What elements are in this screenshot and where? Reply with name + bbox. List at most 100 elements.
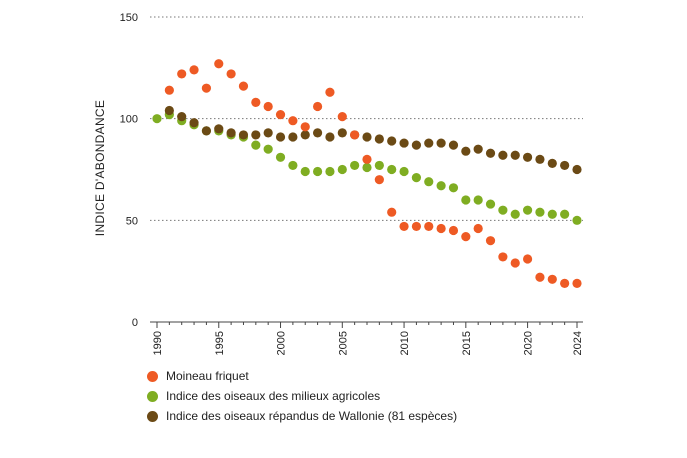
point-agricoles-2005: [337, 164, 347, 175]
point-repandus-2014: [448, 140, 459, 150]
point-repandus-1998: [251, 130, 261, 140]
point-moineau-2010: [399, 221, 409, 232]
y-tick-label-100: 100: [120, 114, 138, 126]
point-repandus-2023: [560, 160, 570, 171]
legend-swatch-agricoles: [147, 390, 158, 402]
point-moineau-2017: [485, 236, 496, 246]
x-tick-label-2005: 2005: [337, 331, 349, 355]
point-repandus-2019: [510, 150, 520, 160]
gridlines: [150, 16, 583, 221]
point-agricoles-2014: [448, 183, 459, 193]
point-repandus-2009: [387, 136, 397, 146]
point-repandus-1999: [263, 128, 273, 138]
point-moineau-2005: [337, 112, 347, 122]
point-agricoles-1998: [251, 140, 261, 150]
point-agricoles-2007: [362, 162, 372, 173]
point-moineau-2013: [436, 223, 446, 234]
point-repandus-1996: [226, 128, 236, 138]
axes: [150, 321, 583, 328]
point-moineau-1991: [164, 85, 174, 95]
point-repandus-2015: [461, 146, 471, 156]
legend-item-repandus: Indice des oiseaux répandus de Wallonie …: [147, 406, 457, 426]
point-moineau-2009: [387, 207, 397, 217]
point-repandus-1992: [177, 112, 187, 122]
point-agricoles-2004: [325, 166, 335, 177]
point-repandus-2002: [300, 130, 310, 140]
point-repandus-2004: [325, 132, 335, 142]
point-moineau-2022: [547, 274, 557, 284]
point-agricoles-2010: [399, 166, 409, 177]
point-agricoles-2022: [547, 209, 557, 219]
point-repandus-1991: [164, 105, 174, 116]
point-agricoles-2021: [535, 207, 545, 217]
point-repandus-2022: [547, 158, 557, 168]
x-tick-label-2015: 2015: [461, 331, 473, 355]
point-repandus-2001: [288, 132, 298, 142]
legend-label-agricoles: Indice des oiseaux des milieux agricoles: [166, 389, 381, 403]
point-repandus-1993: [189, 118, 199, 128]
legend-swatch-repandus: [147, 410, 158, 422]
point-repandus-2007: [362, 132, 372, 142]
point-agricoles-2018: [498, 205, 508, 215]
x-tick-label-1990: 1990: [152, 331, 164, 355]
point-moineau-2015: [461, 232, 471, 242]
point-agricoles-2016: [473, 195, 483, 205]
point-agricoles-2000: [275, 152, 286, 162]
x-tick-label-2010: 2010: [399, 331, 411, 355]
y-tick-label-50: 50: [126, 215, 138, 227]
point-moineau-2019: [510, 258, 520, 268]
x-tick-label-1995: 1995: [214, 331, 226, 355]
x-tick-labels: 1990 1995 2000 2005 2010 2015 2020 2024: [152, 331, 584, 355]
point-agricoles-2024: [572, 215, 582, 225]
point-moineau-2024: [572, 278, 582, 288]
point-repandus-1995: [214, 124, 224, 134]
y-tick-label-150: 150: [120, 12, 138, 24]
point-moineau-2000: [275, 110, 286, 120]
point-agricoles-2020: [522, 205, 533, 215]
point-agricoles-2011: [411, 173, 422, 183]
point-agricoles-1999: [263, 144, 273, 154]
point-agricoles-2001: [288, 160, 298, 171]
point-agricoles-1990: [152, 114, 162, 124]
point-agricoles-2009: [387, 164, 397, 175]
point-moineau-2007: [362, 154, 372, 164]
legend-item-moineau: Moineau friquet: [147, 366, 457, 386]
point-agricoles-2019: [510, 209, 520, 219]
point-repandus-2008: [374, 134, 384, 144]
point-repandus-1994: [201, 126, 212, 136]
y-tick-label-0: 0: [132, 317, 138, 329]
point-moineau-1996: [226, 69, 236, 79]
point-moineau-2004: [325, 87, 335, 97]
point-agricoles-2023: [560, 209, 570, 219]
point-moineau-2023: [560, 278, 570, 288]
legend-label-repandus: Indice des oiseaux répandus de Wallonie …: [166, 409, 458, 423]
point-moineau-2014: [448, 225, 459, 236]
point-repandus-2013: [436, 138, 446, 148]
point-moineau-1995: [214, 59, 224, 69]
point-repandus-2011: [411, 140, 422, 150]
point-repandus-2024: [572, 164, 582, 175]
point-repandus-2003: [312, 128, 323, 138]
point-moineau-1997: [238, 81, 249, 91]
point-agricoles-2003: [312, 166, 323, 177]
legend-item-agricoles: Indice des oiseaux des milieux agricoles: [147, 386, 457, 406]
point-moineau-2016: [473, 223, 483, 234]
y-axis-title: INDICE D'ABONDANCE: [93, 100, 107, 236]
point-moineau-1998: [251, 97, 261, 107]
legend: Moineau friquet Indice des oiseaux des m…: [147, 366, 457, 426]
point-moineau-2012: [424, 221, 434, 232]
point-repandus-2016: [473, 144, 483, 154]
point-agricoles-2015: [461, 195, 471, 205]
x-tick-label-2020: 2020: [523, 331, 535, 355]
point-moineau-1992: [177, 69, 187, 79]
point-repandus-2012: [424, 138, 434, 148]
point-agricoles-2008: [374, 160, 384, 171]
point-repandus-2005: [337, 128, 347, 138]
legend-swatch-moineau: [147, 370, 158, 382]
y-tick-labels: 0 50 100 150: [120, 12, 138, 329]
point-agricoles-2017: [485, 199, 496, 209]
point-moineau-1993: [189, 65, 199, 75]
point-moineau-2011: [411, 221, 422, 232]
point-agricoles-2006: [350, 160, 360, 171]
x-tick-label-2024: 2024: [572, 331, 584, 355]
